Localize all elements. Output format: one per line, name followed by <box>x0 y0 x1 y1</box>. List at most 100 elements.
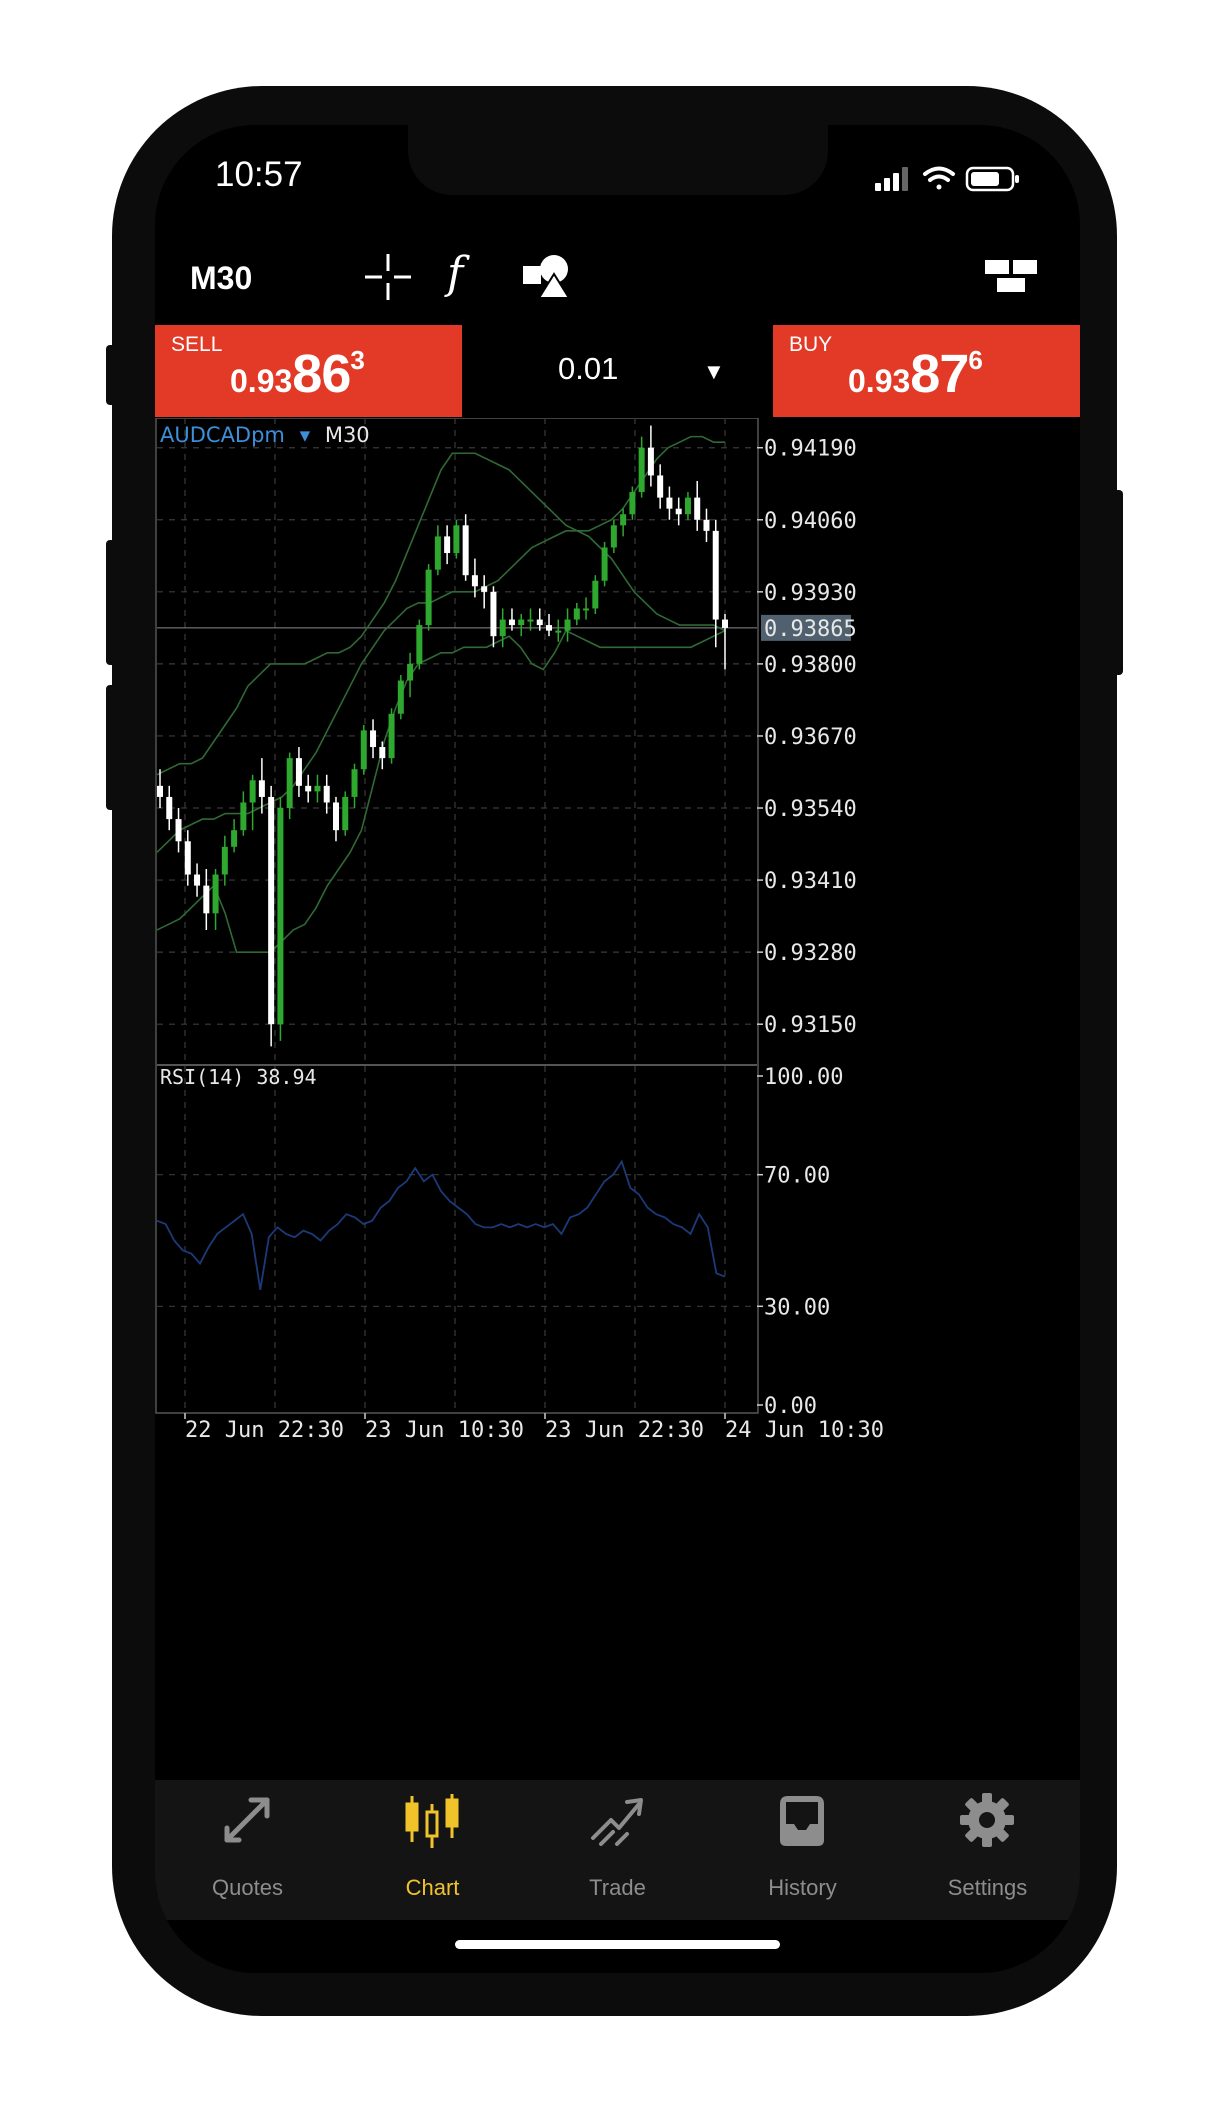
candle-body <box>166 796 173 820</box>
chart-toolbar: M30 f <box>155 240 1080 320</box>
price-axis-label: 0.94190 <box>764 437 857 462</box>
candle-body <box>555 630 562 633</box>
candle-body <box>462 525 469 576</box>
time-axis-band <box>155 1415 1080 1443</box>
time-axis-label: 23 Jun 10:30 <box>365 1418 524 1443</box>
candle-body <box>573 608 580 620</box>
candle-body <box>258 780 265 797</box>
volume-down-button <box>106 685 116 810</box>
candle-body <box>638 447 645 493</box>
lot-size-selector[interactable]: 0.01 ▼ <box>455 325 773 417</box>
candle-body <box>332 802 339 831</box>
candle-body <box>471 575 478 587</box>
candle-body <box>231 830 238 847</box>
current-price-badge <box>761 614 851 641</box>
price-axis-label: 0.93670 <box>764 725 857 750</box>
notch <box>408 125 828 195</box>
candle-body <box>666 497 673 509</box>
chart-candles-icon <box>405 1794 459 1848</box>
candle-body <box>351 769 358 797</box>
tab-quotes[interactable]: Quotes <box>155 1780 340 1920</box>
candle-body <box>314 785 321 792</box>
candle-body <box>194 874 201 886</box>
candle-body <box>342 796 349 831</box>
candle-body <box>536 619 543 626</box>
candle-body <box>722 619 728 628</box>
candle-body <box>629 492 636 515</box>
mute-switch <box>106 345 116 405</box>
rsi-axis-label: 70.00 <box>764 1164 830 1189</box>
current-price-label: 0.93865 <box>764 617 857 642</box>
candle-body <box>286 758 293 809</box>
price-chart[interactable]: 0.94190 0.94060 0.93930 0.93800 0.93670 0.935… <box>155 417 1080 1773</box>
candle-body <box>277 808 284 1025</box>
candle-body <box>295 758 302 786</box>
candle-body <box>416 625 423 664</box>
candle-body <box>703 519 710 531</box>
candle-body <box>481 586 488 592</box>
candle-body <box>527 619 534 622</box>
candle-body <box>518 619 525 626</box>
sell-price: 0.93863 <box>230 344 365 404</box>
candle-body <box>212 874 219 914</box>
candle-body <box>305 785 312 792</box>
app-screen: 10:57 M30 f <box>155 125 1080 1973</box>
candle-body <box>203 885 210 914</box>
home-indicator <box>455 1940 780 1949</box>
wifi-icon <box>923 166 955 190</box>
candle-body <box>647 447 654 476</box>
candle-body <box>360 730 367 770</box>
lot-value: 0.01 <box>558 351 619 386</box>
status-time: 10:57 <box>215 155 303 194</box>
candle-body <box>453 525 460 554</box>
buy-button[interactable]: BUY 0.93876 <box>773 325 1080 417</box>
candle-body <box>694 497 701 520</box>
tab-settings[interactable]: Settings <box>895 1780 1080 1920</box>
candle-body <box>601 547 608 581</box>
candle-body <box>323 785 330 803</box>
tab-chart[interactable]: Chart <box>340 1780 525 1920</box>
price-axis-label: 0.93410 <box>764 869 857 894</box>
crosshair-icon[interactable] <box>363 252 413 307</box>
chart-symbol-header[interactable]: AUDCADpm ▾ M30 <box>160 423 370 447</box>
battery-icon <box>965 166 1019 192</box>
rsi-line <box>156 1159 726 1290</box>
rsi-axis-label: 100.00 <box>764 1065 843 1090</box>
status-icons <box>875 163 1035 198</box>
bollinger-middle <box>156 530 726 853</box>
gear-icon <box>960 1793 1014 1847</box>
bollinger-lower <box>156 629 726 953</box>
candle-body <box>620 514 627 526</box>
power-button <box>1113 490 1123 675</box>
candle-body <box>370 730 377 748</box>
candle-body <box>425 569 432 626</box>
candle-body <box>184 841 191 875</box>
bottom-tab-bar: Quotes Chart Trade <box>155 1780 1080 1920</box>
tab-trade[interactable]: Trade <box>525 1780 710 1920</box>
candle-body <box>397 680 404 714</box>
candle-body <box>388 713 395 759</box>
candle-body <box>546 625 553 631</box>
candle-body <box>583 608 590 611</box>
chart-canvas[interactable]: 0.94190 0.94060 0.93930 0.93800 0.93670 0.935… <box>155 417 1080 1773</box>
windows-layout-icon[interactable] <box>983 258 1039 303</box>
candle-body <box>407 663 414 681</box>
candle-body <box>508 619 515 626</box>
candle-body <box>157 785 163 797</box>
candle-body <box>490 591 497 637</box>
tab-history[interactable]: History <box>710 1780 895 1920</box>
time-axis-label: 23 Jun 22:30 <box>545 1418 704 1443</box>
candle-body <box>249 780 256 803</box>
timeframe-selector[interactable]: M30 <box>190 260 253 296</box>
candle-body <box>610 525 617 548</box>
rsi-axis-label: 0.00 <box>764 1394 817 1419</box>
time-axis-label: 22 Jun 22:30 <box>185 1418 344 1443</box>
time-axis-label: 24 Jun 10:30 <box>725 1418 884 1443</box>
candle-body <box>657 475 664 498</box>
candle-body <box>675 508 682 515</box>
sell-button[interactable]: SELL 0.93863 <box>155 325 462 417</box>
indicators-icon[interactable]: f <box>447 248 464 299</box>
price-axis-label: 0.93540 <box>764 797 857 822</box>
objects-shapes-icon[interactable] <box>521 252 573 307</box>
cellular-signal-icon <box>875 167 908 191</box>
